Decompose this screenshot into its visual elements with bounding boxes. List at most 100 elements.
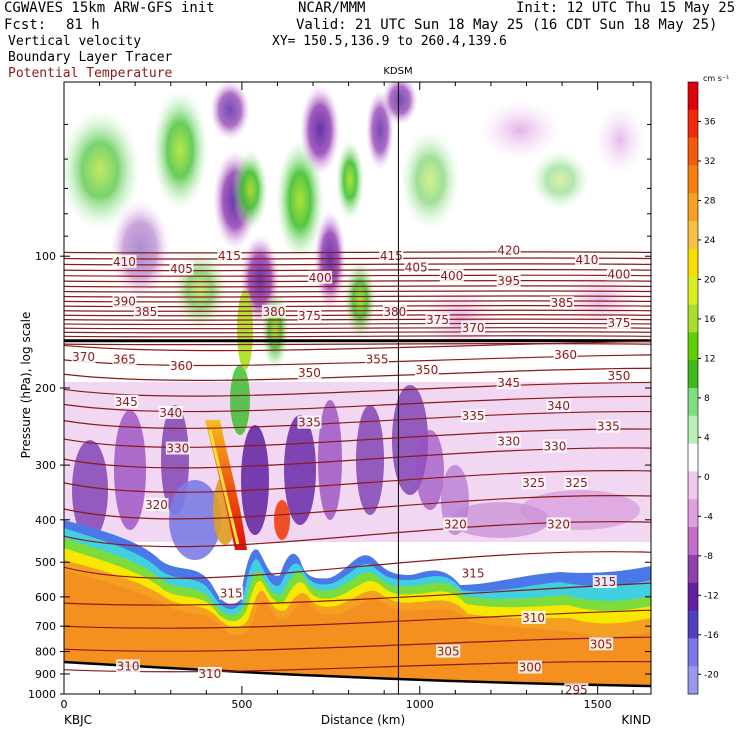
theta-label-bg [461, 566, 486, 580]
y-tick-label: 600 [35, 591, 56, 604]
theta-label-bg [546, 399, 571, 413]
valid-time: Valid: 21 UTC Sun 18 May 25 (16 CDT Sun … [296, 17, 718, 33]
theta-contour [64, 381, 651, 397]
theta-label-bg [404, 260, 429, 274]
theta-contour [64, 367, 651, 381]
theta-label: 375 [608, 316, 631, 330]
stratosphere-wave-pattern [64, 82, 645, 370]
colorbar-swatch [688, 415, 698, 445]
start-station-label: KBJC [64, 713, 92, 727]
theta-label: 345 [497, 376, 520, 390]
theta-contour [64, 410, 651, 429]
y-tick-label: 800 [35, 646, 56, 659]
colorbar-tick-label: 4 [704, 433, 710, 443]
colorbar-frame [687, 81, 699, 695]
theta-label-bg [550, 296, 575, 310]
theta-label-bg [546, 517, 571, 531]
colorbar-tick-label: -8 [704, 552, 713, 562]
theta-label-bg [169, 262, 194, 276]
theta-label: 295 [565, 683, 588, 697]
theta-label: 350 [298, 366, 321, 380]
colorbar-swatch [688, 165, 698, 194]
theta-contour [64, 395, 651, 413]
colorbar-tick-label: -12 [704, 591, 719, 601]
field-boundary-layer-tracer: Boundary Layer Tracer [8, 50, 173, 65]
theta-label-bg [382, 304, 407, 318]
theta-label-bg [606, 369, 631, 383]
theta-contour [64, 290, 651, 293]
colorbar-tick-label: 28 [704, 196, 716, 206]
theta-contour [64, 295, 651, 298]
theta-label-bg [553, 347, 578, 361]
colorbar-swatch [688, 388, 698, 417]
theta-label: 380 [383, 305, 406, 319]
colorbar-swatch [688, 193, 698, 222]
theta-label: 310 [117, 659, 140, 673]
y-tick-label: 100 [35, 250, 56, 263]
theta-contour [64, 331, 651, 334]
theta-label-bg [144, 497, 169, 511]
theta-label: 350 [608, 369, 631, 383]
theta-contour [64, 335, 651, 338]
theta-label-bg [496, 434, 521, 448]
model-title: CGWAVES 15km ARW-GFS init [4, 0, 215, 16]
theta-label: 410 [576, 253, 599, 267]
theta-contour [64, 551, 651, 579]
theta-label: 400 [309, 271, 332, 285]
y-tick-label: 1000 [28, 688, 56, 701]
theta-label-bg [116, 659, 141, 673]
theta-contour [64, 582, 651, 606]
forecast-hours: 81 h [66, 17, 100, 33]
theta-label: 335 [462, 409, 485, 423]
chart-title: KDSM [383, 66, 412, 77]
colorbar-swatch [688, 360, 698, 389]
org-label: NCAR/MMM [298, 0, 366, 16]
theta-contour [64, 609, 651, 629]
theta-label-bg [217, 249, 242, 263]
theta-label-bg [521, 610, 546, 624]
theta-label-bg [158, 405, 183, 419]
colorbar-swatch [688, 554, 698, 584]
theta-label-bg [308, 270, 333, 284]
theta-label: 320 [547, 517, 570, 531]
theta-label-bg [297, 366, 322, 380]
colorbar-swatch [688, 248, 698, 278]
colorbar-swatch [688, 276, 698, 306]
theta-contour [64, 428, 651, 448]
theta-label: 310 [198, 667, 221, 681]
theta-label-bg [436, 644, 461, 658]
theta-label: 345 [115, 395, 138, 409]
theta-label: 300 [519, 661, 542, 675]
theta-label-bg [521, 476, 546, 490]
theta-label: 410 [113, 255, 136, 269]
theta-label: 350 [415, 363, 438, 377]
theta-label: 390 [113, 295, 136, 309]
colorbar-swatch [688, 499, 698, 528]
theta-label-bg [564, 683, 589, 694]
colorbar-swatch [688, 221, 698, 250]
theta-label: 380 [262, 305, 285, 319]
x-axis-label: Distance (km) [321, 713, 405, 727]
theta-contour [64, 251, 651, 254]
colorbar-tick-label: 16 [704, 315, 716, 325]
theta-contour [64, 322, 651, 326]
distance-axis: 0 500 1000 1500 [61, 82, 634, 711]
vertical-velocity-colorbar: 36 32 28 24 20 16 12 8 4 0 -4 -8 -12 -16 -20 [687, 81, 719, 695]
theta-label-bg [297, 415, 322, 429]
potential-temperature-contours [64, 251, 651, 673]
theta-label: 335 [597, 420, 620, 434]
theta-label: 305 [590, 637, 613, 651]
theta-label: 415 [218, 249, 241, 263]
theta-contour [64, 318, 651, 321]
colorbar-swatch [688, 610, 698, 639]
theta-label: 335 [298, 416, 321, 430]
theta-contour [64, 636, 651, 652]
theta-label-bg [169, 358, 194, 372]
x-tick-label: 0 [61, 698, 68, 711]
theta-contour [64, 274, 651, 277]
theta-label-bg [496, 274, 521, 288]
theta-label: 330 [166, 442, 189, 456]
theta-contour [64, 268, 651, 272]
theta-label: 315 [462, 566, 485, 580]
theta-contour [64, 660, 651, 673]
